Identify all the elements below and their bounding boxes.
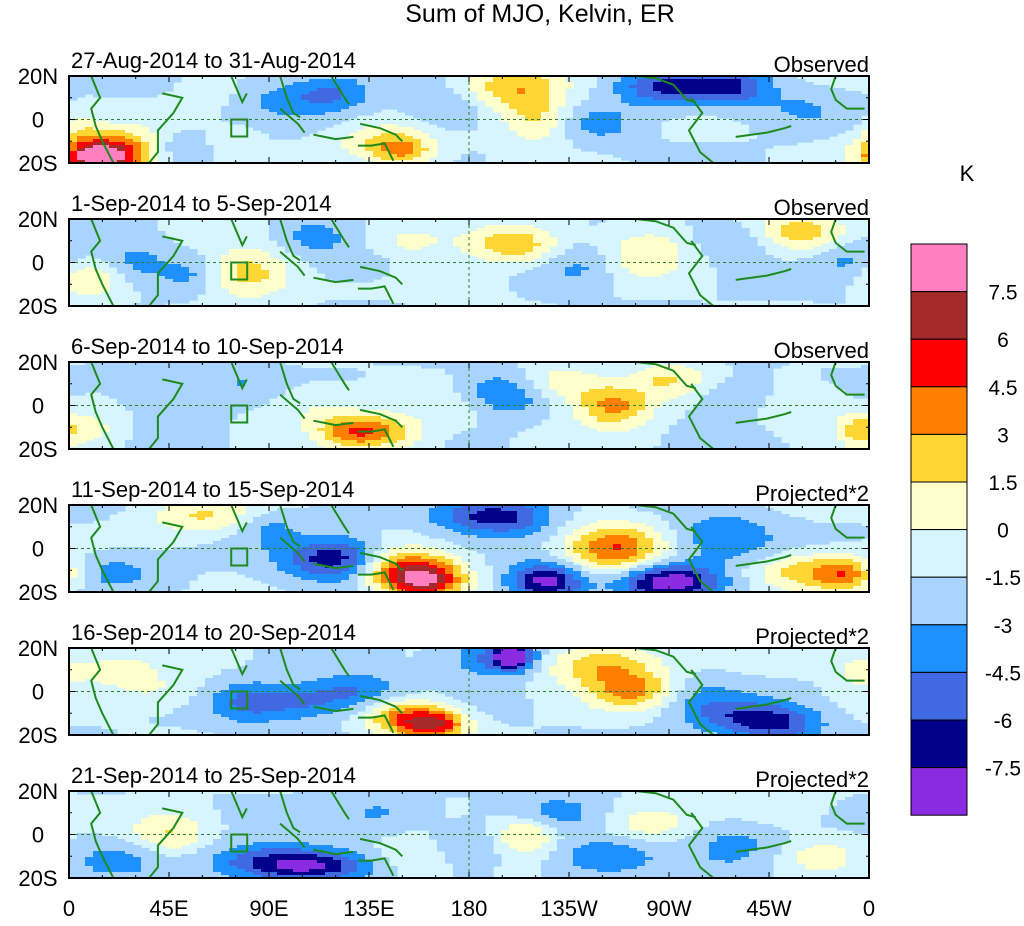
y-tick-label: 0 (32, 251, 44, 276)
colorbar-swatch (911, 292, 967, 340)
chart-title: Sum of MJO, Kelvin, ER (405, 0, 675, 28)
x-tick-label: 0 (63, 896, 75, 921)
colorbar-swatch (911, 434, 967, 482)
y-tick-label: 20N (18, 207, 58, 232)
panels-group: 20N 0 20S 27-Aug-2014 to 31-Aug-2014 Observe… (18, 48, 870, 891)
colorbar-swatch (911, 577, 967, 625)
x-tick-label: 45E (149, 896, 188, 921)
colorbar-label: -3 (994, 615, 1013, 638)
panel-title: 27-Aug-2014 to 31-Aug-2014 (71, 48, 356, 73)
y-tick-label: 0 (32, 680, 44, 705)
colorbar-swatch (911, 768, 967, 816)
colorbar-swatch (911, 387, 967, 435)
colorbar-label: -1.5 (985, 567, 1021, 590)
colorbar-label: -7.5 (985, 758, 1021, 781)
units-label: K (960, 161, 975, 186)
colorbar-swatch (911, 339, 967, 387)
x-tick-label: 180 (451, 896, 488, 921)
colorbar-label: 0 (997, 520, 1009, 543)
colorbar: 7.5 6 4.5 3 1.5 0 -1.5 -3 -4.5 -6 -7.5 (911, 244, 1021, 815)
y-tick-label: 20S (18, 437, 57, 462)
panel-title: 6-Sep-2014 to 10-Sep-2014 (71, 334, 344, 359)
colorbar-label: 4.5 (988, 377, 1017, 400)
colorbar-label: 1.5 (988, 472, 1017, 495)
y-tick-label: 0 (32, 394, 44, 419)
panel-2: 20N 0 20S 1-Sep-2014 to 5-Sep-2014 Observed (18, 191, 870, 319)
x-tick-label: 0 (863, 896, 875, 921)
y-tick-label: 20S (18, 580, 57, 605)
panel-title: 21-Sep-2014 to 25-Sep-2014 (71, 763, 356, 788)
x-tick-label: 90E (249, 896, 288, 921)
y-tick-label: 20S (18, 294, 57, 319)
panel-label: Projected*2 (755, 481, 869, 506)
colorbar-swatch (911, 244, 967, 292)
panel-3: 20N 0 20S 6-Sep-2014 to 10-Sep-2014 Observed (18, 334, 870, 462)
panel-label: Observed (774, 338, 869, 363)
colorbar-label: 6 (997, 329, 1009, 352)
y-tick-label: 20N (18, 350, 58, 375)
y-tick-label: 20S (18, 723, 57, 748)
y-tick-label: 0 (32, 823, 44, 848)
panel-label: Observed (774, 52, 869, 77)
colorbar-swatch (911, 530, 967, 578)
panel-title: 16-Sep-2014 to 20-Sep-2014 (71, 620, 356, 645)
y-tick-label: 0 (32, 108, 44, 133)
panel-4: 20N 0 20S 11-Sep-2014 to 15-Sep-2014 Project… (18, 477, 870, 605)
panel-label: Observed (774, 195, 869, 220)
colorbar-label: -6 (994, 710, 1013, 733)
panel-title: 11-Sep-2014 to 15-Sep-2014 (71, 477, 354, 502)
y-tick-label: 20N (18, 64, 58, 89)
x-axis: 0 45E 90E 135E 180 135W 90W 45W 0 (63, 896, 875, 921)
colorbar-label: 7.5 (988, 282, 1017, 305)
colorbar-swatch (911, 482, 967, 530)
y-tick-label: 0 (32, 537, 44, 562)
panel-label: Projected*2 (755, 624, 869, 649)
y-tick-label: 20N (18, 493, 58, 518)
y-tick-label: 20S (18, 866, 57, 891)
panel-label: Projected*2 (755, 767, 869, 792)
colorbar-swatch (911, 672, 967, 720)
x-tick-label: 90W (646, 896, 691, 921)
colorbar-swatch (911, 720, 967, 768)
colorbar-label: 3 (997, 424, 1009, 447)
x-tick-label: 135E (343, 896, 394, 921)
panel-1: 20N 0 20S 27-Aug-2014 to 31-Aug-2014 Observe… (18, 48, 870, 176)
x-tick-label: 45W (746, 896, 791, 921)
y-tick-label: 20S (18, 151, 57, 176)
panel-5: 20N 0 20S 16-Sep-2014 to 20-Sep-2014 Project… (18, 620, 870, 748)
y-tick-label: 20N (18, 636, 58, 661)
colorbar-label: -4.5 (985, 662, 1021, 685)
y-tick-label: 20N (18, 779, 58, 804)
panel-title: 1-Sep-2014 to 5-Sep-2014 (71, 191, 332, 216)
x-tick-label: 135W (540, 896, 598, 921)
colorbar-swatch (911, 625, 967, 673)
panel-6: 20N 0 20S 21-Sep-2014 to 25-Sep-2014 Project… (18, 763, 870, 891)
